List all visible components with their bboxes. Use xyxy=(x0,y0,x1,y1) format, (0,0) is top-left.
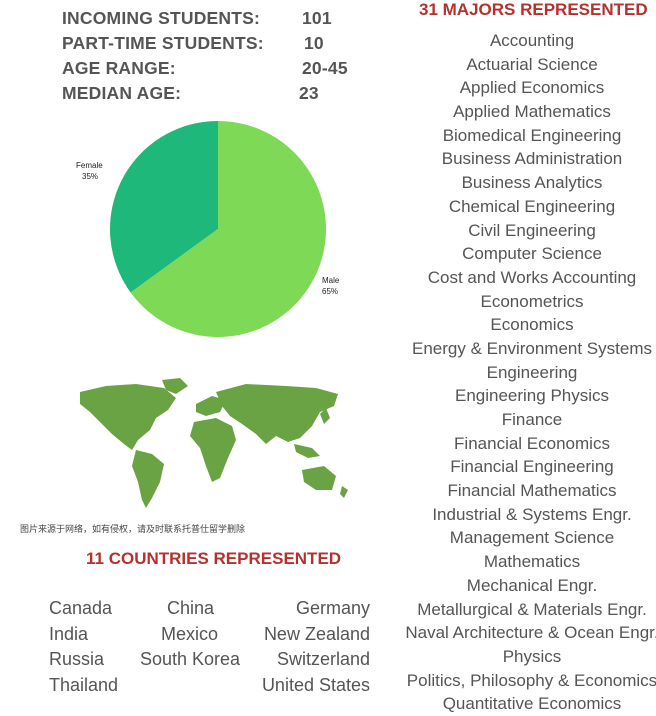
stat-value: 101 xyxy=(302,8,332,28)
stat-label: AGE RANGE: xyxy=(62,58,176,78)
country: Switzerland xyxy=(276,649,370,669)
country: China xyxy=(167,598,215,618)
major-item: Applied Economics xyxy=(459,78,605,98)
countries-heading: 11 COUNTRIES REPRESENTED xyxy=(86,549,342,568)
continent-shape xyxy=(196,396,226,416)
major-item: Cost and Works Accounting xyxy=(427,267,637,287)
gender-pie-chart: Female 35% Male 65% xyxy=(76,121,340,337)
watermark: 图片来源于网络，如有侵权，请及时联系托普仕留学删除 xyxy=(20,524,246,534)
continent-shape xyxy=(340,486,348,498)
continent-shape xyxy=(190,418,236,482)
stat-part-time: PART-TIME STUDENTS: 10 xyxy=(62,33,324,54)
stat-value: 20-45 xyxy=(302,58,348,78)
continent-shape xyxy=(132,450,164,508)
stat-label: MEDIAN AGE: xyxy=(62,83,182,103)
major-item: Engineering xyxy=(486,362,578,382)
majors-heading: 31 MAJORS REPRESENTED xyxy=(419,0,648,19)
major-item: Accounting xyxy=(489,31,575,50)
major-item: Business Analytics xyxy=(461,173,603,193)
major-item: Biomedical Engineering xyxy=(442,125,622,145)
country: New Zealand xyxy=(263,624,370,644)
country: Mexico xyxy=(161,624,219,644)
major-item: Quantitative Economics xyxy=(442,694,622,714)
major-item: Mathematics xyxy=(483,552,581,572)
major-item: Physics xyxy=(502,646,562,666)
country: South Korea xyxy=(140,649,241,669)
country: United States xyxy=(261,675,370,695)
major-item: Business Administration xyxy=(441,149,623,169)
country: India xyxy=(49,624,89,644)
pie-category-label: Male xyxy=(322,276,340,285)
majors-list: Accounting Actuarial Science Applied Econo… xyxy=(382,29,656,716)
major-item: Financial Economics xyxy=(454,433,610,453)
major-item: Financial Engineering xyxy=(450,457,614,477)
major-item: Metallurgical & Materials Engr. xyxy=(417,599,647,619)
major-item: Civil Engineering xyxy=(468,220,596,240)
major-item: Mechanical Engr. xyxy=(466,575,598,595)
pie-percent-label: 35% xyxy=(82,172,98,181)
continent-shape xyxy=(162,378,188,394)
country: Germany xyxy=(295,598,370,618)
pie-category-label: Female xyxy=(76,161,103,170)
major-item: Economics xyxy=(490,315,574,335)
major-item: Applied Mathematics xyxy=(453,102,611,122)
continent-shape xyxy=(294,444,320,458)
pie-percent-label: 65% xyxy=(322,287,338,296)
stat-label: PART-TIME STUDENTS: xyxy=(62,33,264,53)
major-item: Industrial & Systems Engr. xyxy=(432,504,632,524)
stat-age-range: AGE RANGE: 20-45 xyxy=(62,58,348,79)
major-item: Politics, Philosophy & Economics xyxy=(406,670,656,690)
pie-slice-female xyxy=(110,121,218,293)
major-item: Econometrics xyxy=(480,291,584,311)
stat-median-age: MEDIAN AGE: 23 xyxy=(62,83,319,104)
continent-shape xyxy=(80,384,176,450)
continent-shape xyxy=(216,384,338,444)
major-item: Actuarial Science xyxy=(466,54,598,74)
major-item: Chemical Engineering xyxy=(448,196,616,216)
pie-slice-male xyxy=(130,121,327,337)
country: Russia xyxy=(49,649,105,669)
major-item: Energy & Environment Systems xyxy=(412,338,652,358)
major-item: Management Science xyxy=(449,528,615,548)
major-item: Computer Science xyxy=(462,244,602,264)
stat-value: 23 xyxy=(299,83,319,103)
country: Thailand xyxy=(49,675,119,695)
country: Canada xyxy=(49,598,113,618)
stat-value: 10 xyxy=(304,33,324,53)
world-map-image xyxy=(80,378,348,508)
stat-label: INCOMING STUDENTS: xyxy=(62,8,261,28)
major-item: Engineering Physics xyxy=(454,386,610,406)
continent-shape xyxy=(320,408,330,424)
stat-incoming: INCOMING STUDENTS: 101 xyxy=(62,8,332,29)
major-item: Naval Architecture & Ocean Engr. xyxy=(405,623,656,643)
major-item: Finance xyxy=(501,410,563,429)
continent-shape xyxy=(302,466,336,490)
major-item: Financial Mathematics xyxy=(447,481,617,501)
